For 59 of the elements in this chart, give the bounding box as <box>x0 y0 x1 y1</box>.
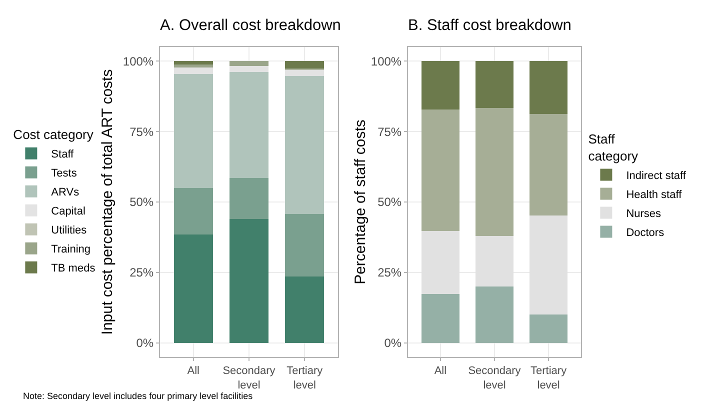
bar <box>174 188 213 234</box>
bar <box>174 234 213 343</box>
legend-label: Health staff <box>626 189 683 202</box>
legend-label: Utilities <box>51 224 88 237</box>
bar <box>285 70 324 76</box>
x-tick-label: Tertiary level <box>286 365 324 392</box>
bar <box>174 64 213 68</box>
bar <box>285 276 324 343</box>
legend-label: Indirect staff <box>626 170 687 182</box>
bar <box>230 178 268 219</box>
x-tick-label: Secondary level <box>222 365 276 392</box>
bar <box>476 61 514 108</box>
legend-label: Nurses <box>626 208 662 220</box>
y-tick-label: 100% <box>370 54 402 68</box>
legend-label: Staff <box>51 148 75 161</box>
legend-label: Doctors <box>626 227 665 240</box>
bar <box>230 61 268 66</box>
y-tick-label: 25% <box>130 266 154 280</box>
bar <box>422 294 460 343</box>
x-tick-label: Secondary level <box>468 365 522 392</box>
y-tick-label: 75% <box>378 124 402 139</box>
bar <box>174 61 213 64</box>
y-tick-label: 75% <box>130 124 154 139</box>
bar <box>230 72 268 178</box>
y-tick-label: 50% <box>130 195 154 210</box>
y-tick-label: 25% <box>378 266 402 280</box>
legend-label: Training <box>51 244 91 256</box>
bar <box>285 214 324 277</box>
legend-title: Cost category <box>13 126 94 142</box>
bar <box>422 110 460 231</box>
y-tick-label: 0% <box>384 336 402 350</box>
bar <box>530 314 568 343</box>
y-tick-label: 0% <box>136 336 154 350</box>
bar <box>530 114 568 216</box>
legend-label: Capital <box>51 206 86 218</box>
bar <box>285 61 324 68</box>
bar <box>174 68 213 74</box>
legend-label: TB meds <box>51 262 96 275</box>
x-tick-label: All <box>187 365 200 378</box>
bar <box>422 61 460 110</box>
y-tick-label: 100% <box>122 54 154 68</box>
bar <box>230 218 268 343</box>
y-axis-title: Input cost percentage of total ART costs <box>99 69 116 335</box>
x-tick-label: Tertiary level <box>530 365 568 392</box>
bar <box>174 74 213 188</box>
chart-title: A. Overall cost breakdown <box>160 17 341 34</box>
y-axis-title: Percentage of staff costs <box>352 120 369 284</box>
x-tick-label: All <box>434 365 447 378</box>
legend-label: Tests <box>51 168 78 180</box>
bar <box>476 286 514 343</box>
bar <box>476 108 514 236</box>
text: Note: Secondary level includes four primary level facilities <box>23 391 254 401</box>
legend-title: Staff category <box>588 131 639 164</box>
chart-title: B. Staff cost breakdown <box>408 17 572 34</box>
bar <box>285 76 324 214</box>
legend-label: ARVs <box>51 186 80 199</box>
y-tick-label: 50% <box>378 195 402 210</box>
bar <box>230 66 268 72</box>
bar <box>530 61 568 114</box>
